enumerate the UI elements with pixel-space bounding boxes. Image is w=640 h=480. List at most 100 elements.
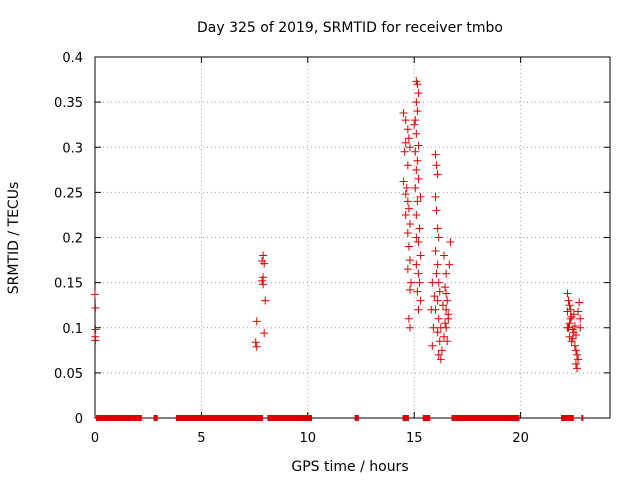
data-point	[570, 341, 579, 350]
data-point	[399, 108, 408, 117]
data-point	[444, 310, 453, 319]
y-tick-label: 0.2	[62, 232, 83, 247]
data-point	[400, 147, 409, 156]
data-point	[563, 289, 572, 298]
data-point	[404, 314, 413, 323]
data-point	[259, 251, 268, 260]
axis-ticks: 0 5 10 15 20 0 0.05 0.1 0.15 0.2 0.25 0.3 0.35 0.4	[54, 51, 610, 446]
data-point	[433, 224, 442, 233]
data-point	[412, 210, 421, 219]
data-point	[432, 161, 441, 170]
data-point	[434, 350, 443, 359]
data-point	[434, 314, 443, 323]
data-point	[259, 273, 268, 282]
data-point	[442, 269, 451, 278]
data-point	[91, 290, 99, 299]
data-point	[404, 204, 413, 213]
y-tick-label: 0.3	[62, 141, 83, 156]
data-point	[566, 314, 575, 323]
data-point	[568, 334, 577, 343]
data-point	[442, 305, 451, 314]
y-tick-label: 0.1	[62, 322, 83, 337]
data-point	[564, 296, 573, 305]
data-point	[445, 260, 454, 269]
data-point	[573, 364, 582, 373]
data-point	[405, 219, 414, 228]
x-tick-label: 5	[197, 431, 205, 446]
data-point	[433, 260, 442, 269]
zero-value-points	[581, 415, 584, 421]
data-point	[414, 269, 423, 278]
data-point	[413, 107, 422, 116]
data-point	[403, 197, 412, 206]
data-point	[403, 228, 412, 237]
data-point	[433, 170, 442, 179]
data-point	[404, 134, 413, 143]
data-point	[413, 156, 422, 165]
data-point	[565, 332, 574, 341]
data-point	[415, 224, 424, 233]
data-point	[428, 278, 437, 287]
data-point	[258, 276, 267, 285]
y-tick-label: 0.15	[54, 277, 83, 292]
data-point	[411, 116, 420, 125]
data-point	[575, 298, 584, 307]
data-point	[443, 296, 452, 305]
data-point	[576, 314, 585, 323]
data-point	[252, 317, 261, 326]
data-point	[413, 80, 422, 89]
data-point	[415, 278, 424, 287]
y-tick-label: 0	[75, 412, 83, 427]
data-point	[252, 342, 261, 351]
data-point	[442, 323, 451, 332]
data-point	[412, 233, 421, 242]
data-point	[401, 116, 410, 125]
data-point	[414, 174, 423, 183]
chart-title: Day 325 of 2019, SRMTID for receiver tmb…	[197, 20, 503, 36]
data-point	[413, 287, 422, 296]
data-point	[436, 355, 445, 364]
data-point	[403, 161, 412, 170]
data-point	[401, 138, 410, 147]
y-tick-label: 0.35	[54, 96, 83, 111]
data-point	[411, 147, 420, 156]
data-point	[565, 319, 574, 328]
data-point	[433, 328, 442, 337]
y-tick-label: 0.05	[54, 367, 83, 382]
data-point	[438, 301, 447, 310]
data-point	[570, 321, 579, 330]
data-point	[427, 305, 436, 314]
data-point	[429, 323, 438, 332]
data-point	[260, 259, 269, 268]
data-point	[414, 305, 423, 314]
data-point	[431, 150, 440, 159]
data-point	[440, 332, 449, 341]
data-point	[432, 269, 441, 278]
data-point	[416, 296, 425, 305]
data-point	[413, 197, 422, 206]
data-point	[442, 289, 451, 298]
data-point	[259, 280, 268, 289]
data-point	[399, 177, 408, 186]
data-point	[410, 120, 419, 129]
data-point	[435, 287, 444, 296]
zero-value-points	[175, 415, 264, 421]
zero-value-points	[451, 415, 520, 421]
data-point	[435, 337, 444, 346]
data-point	[407, 278, 416, 287]
data-point	[431, 247, 440, 256]
data-point	[433, 296, 442, 305]
data-point	[576, 323, 585, 332]
data-point	[405, 285, 414, 294]
data-point	[260, 329, 269, 338]
data-point	[251, 338, 260, 347]
data-point	[405, 256, 414, 265]
data-point	[416, 251, 425, 260]
data-points	[91, 77, 585, 421]
zero-value-points	[153, 415, 158, 421]
data-point	[571, 330, 580, 339]
x-tick-label: 15	[406, 431, 423, 446]
x-tick-label: 20	[512, 431, 529, 446]
data-point	[443, 337, 452, 346]
